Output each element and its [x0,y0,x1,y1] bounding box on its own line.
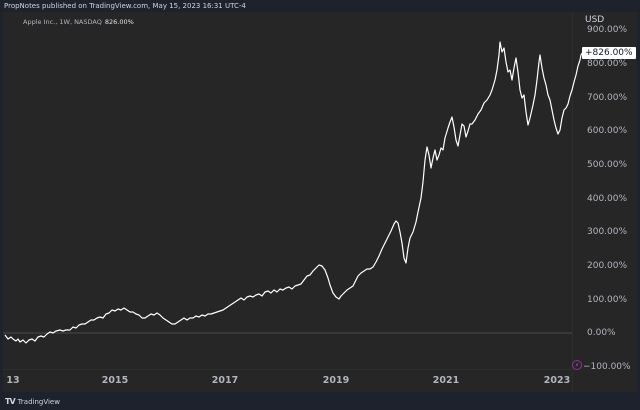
published-caption: PropNotes published on TradingView.com, … [4,2,246,10]
legend-symbol: Apple Inc., 1W, NASDAQ [23,18,102,26]
x-tick-2021: 2021 [432,375,460,386]
event-flash-icon[interactable]: ⚡ [572,360,582,370]
tradingview-logo[interactable]: TV TradingView [5,397,60,406]
tradingview-brand: TradingView [17,397,60,406]
y-tick-900: 900.00% [587,25,628,35]
x-tick-2015: 2015 [101,375,129,386]
y-tick-0: 0.00% [587,328,616,338]
chart-panel[interactable] [3,12,637,392]
currency-label: USD [585,15,605,25]
price-line [4,41,584,344]
time-axis-divider [3,369,572,370]
y-tick-600: 600.00% [587,126,628,136]
x-tick-2017: 2017 [211,375,239,386]
y-tick-500: 500.00% [587,160,628,170]
y-tick-700: 700.00% [587,93,628,103]
y-tick-400: 400.00% [587,194,628,204]
series-legend[interactable]: Apple Inc., 1W, NASDAQ 826.00% [23,18,134,26]
x-tick-2023: 2023 [543,375,571,386]
price-axis-divider [572,12,573,392]
tradingview-logo-icon: TV [5,397,16,406]
y-tick-800: 800.00% [587,59,628,69]
y-tick-300: 300.00% [587,227,628,237]
legend-value: 826.00% [104,18,134,26]
y-tick-100: 100.00% [587,295,628,305]
current-value-label: +826.00% [582,47,636,59]
y-tick-neg100: −100.00% [583,362,631,372]
y-tick-200: 200.00% [587,261,628,271]
x-tick-2019: 2019 [322,375,350,386]
x-tick-2013: 13 [6,375,20,386]
